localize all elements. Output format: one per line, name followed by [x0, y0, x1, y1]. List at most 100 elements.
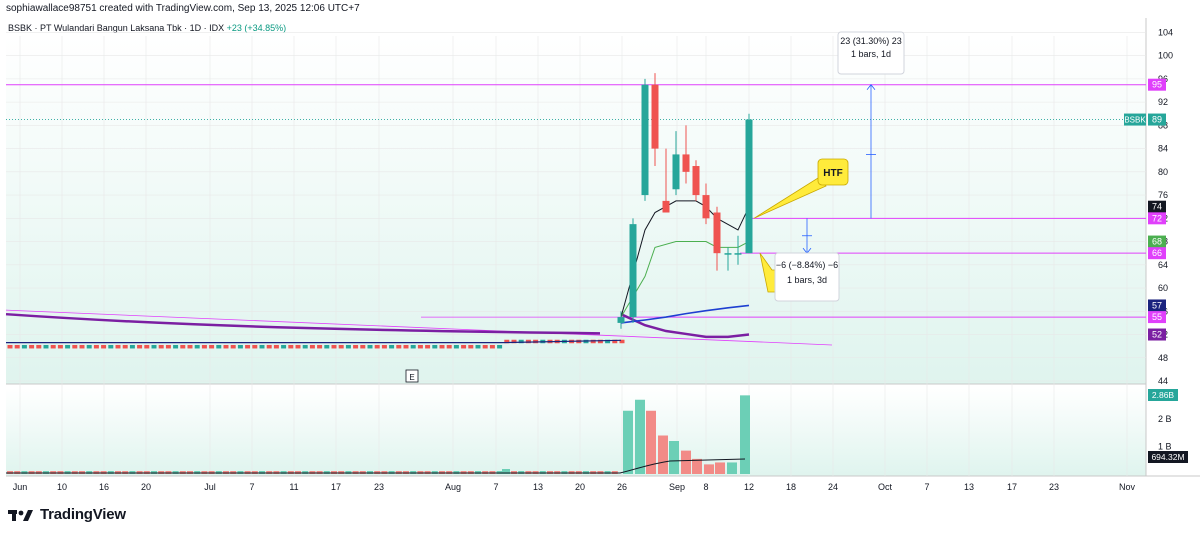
- volume-bar: [692, 458, 702, 474]
- price-label-bg: [1148, 113, 1166, 126]
- pre-rally-candle: [432, 344, 438, 349]
- measure-up-bars: 1 bars, 1d: [851, 49, 891, 59]
- volume-tick-label: 1 B: [1158, 442, 1172, 452]
- pre-rally-candle: [425, 344, 431, 349]
- pre-rally-candle: [209, 344, 215, 349]
- candle-body: [629, 224, 637, 318]
- pre-rally-candle: [309, 344, 315, 349]
- pre-rally-candle: [482, 344, 488, 349]
- pre-rally-candle: [201, 344, 207, 349]
- time-tick-label: 13: [533, 482, 543, 492]
- pre-rally-candle: [439, 344, 445, 349]
- ma-blue-line: [620, 304, 750, 324]
- pre-rally-candle: [475, 344, 481, 349]
- measure-up-box: [837, 31, 905, 75]
- pre-rally-candle: [86, 344, 92, 349]
- pre-rally-candle: [57, 344, 63, 349]
- price-label-text: 52: [1152, 330, 1162, 340]
- time-tick-label: Sep: [669, 482, 685, 492]
- time-tick-label: 17: [331, 482, 341, 492]
- symbol-tag-bg: [1124, 113, 1146, 126]
- price-label-bg: [1148, 200, 1166, 213]
- price-tick-label: 60: [1158, 283, 1168, 293]
- pre-rally-candle: [597, 339, 603, 344]
- candle-body: [651, 84, 659, 149]
- measure-up-text: 23 (31.30%) 23: [840, 36, 902, 46]
- price-label-text: 72: [1152, 213, 1162, 223]
- pre-rally-candle: [273, 344, 279, 349]
- pre-rally-candle: [144, 344, 150, 349]
- volume-bar-low: [502, 469, 510, 474]
- pre-rally-candle: [497, 344, 503, 349]
- legend-change: +23 (+34.85%): [226, 23, 287, 33]
- pre-rally-candle: [79, 344, 85, 349]
- time-tick-label: 23: [1049, 482, 1059, 492]
- pre-rally-candle: [158, 344, 164, 349]
- time-tick-label: 20: [141, 482, 151, 492]
- price-tick-label: 100: [1158, 51, 1173, 61]
- pre-rally-candle: [137, 344, 143, 349]
- time-tick-label: 24: [828, 482, 838, 492]
- pre-rally-candle: [374, 344, 380, 349]
- time-tick-label: 26: [617, 482, 627, 492]
- volume-label-text: 694.32M: [1151, 452, 1184, 462]
- time-tick-label: 18: [786, 482, 796, 492]
- pre-rally-candle: [93, 344, 99, 349]
- pre-rally-candle: [619, 339, 625, 344]
- price-tick-label: 80: [1158, 167, 1168, 177]
- event-marker-box: [405, 369, 419, 383]
- candle-body: [745, 119, 753, 254]
- price-chart[interactable]: 4448525660646872768084889296100104 Jun10…: [0, 0, 1200, 500]
- volume-pane-background: [6, 388, 1146, 476]
- volume-bar: [669, 441, 679, 474]
- pre-rally-candle: [331, 344, 337, 349]
- pre-rally-candle: [266, 344, 272, 349]
- volume-bar: [740, 395, 750, 474]
- price-tick-label: 76: [1158, 190, 1168, 200]
- symbol-legend[interactable]: BSBK · PT Wulandari Bangun Laksana Tbk ·…: [8, 23, 286, 33]
- price-pane-background: [6, 36, 1146, 384]
- time-tick-label: Oct: [878, 482, 893, 492]
- candle-body: [641, 84, 649, 196]
- time-tick-label: 10: [57, 482, 67, 492]
- price-tick-label: 48: [1158, 353, 1168, 363]
- price-label-bg: [1148, 247, 1166, 260]
- pre-rally-candle: [518, 339, 524, 344]
- pre-rally-candle: [410, 344, 416, 349]
- pre-rally-candle: [389, 344, 395, 349]
- tradingview-logo-icon: [8, 509, 33, 521]
- time-tick-label: 20: [575, 482, 585, 492]
- volume-label-bg: [1148, 389, 1178, 401]
- chart-credit: sophiawallace98751 created with TradingV…: [6, 3, 360, 14]
- pre-rally-candle: [446, 344, 452, 349]
- pre-rally-candle: [259, 344, 265, 349]
- time-tick-label: Jun: [13, 482, 28, 492]
- price-label-text: 68: [1152, 237, 1162, 247]
- pre-rally-candle: [345, 344, 351, 349]
- volume-label-text: 2.86B: [1152, 390, 1175, 400]
- pre-rally-candle: [165, 344, 171, 349]
- pre-rally-candle: [453, 344, 459, 349]
- pre-rally-candle: [338, 344, 344, 349]
- price-label-text: 74: [1152, 202, 1162, 212]
- pre-rally-candle: [194, 344, 200, 349]
- price-tick-label: 104: [1158, 27, 1173, 37]
- price-tick-label: 64: [1158, 260, 1168, 270]
- volume-bar: [715, 462, 725, 474]
- candle-body: [702, 195, 710, 219]
- pre-rally-candle: [101, 344, 107, 349]
- volume-bar: [658, 435, 668, 474]
- pre-rally-candle: [43, 344, 49, 349]
- pre-rally-candle: [302, 344, 308, 349]
- candle-body: [692, 166, 700, 196]
- time-tick-label: Nov: [1119, 482, 1136, 492]
- time-tick-label: Jul: [204, 482, 216, 492]
- volume-ma-line: [6, 458, 746, 474]
- price-label-bg: [1148, 212, 1166, 225]
- price-label-text: 89: [1152, 115, 1162, 125]
- pre-rally-candle: [72, 344, 78, 349]
- price-label-bg: [1148, 311, 1166, 324]
- measure-down-text: −6 (−8.84%) −6: [776, 260, 838, 270]
- tradingview-logo[interactable]: TradingView: [8, 506, 126, 523]
- pre-rally-candle: [216, 344, 222, 349]
